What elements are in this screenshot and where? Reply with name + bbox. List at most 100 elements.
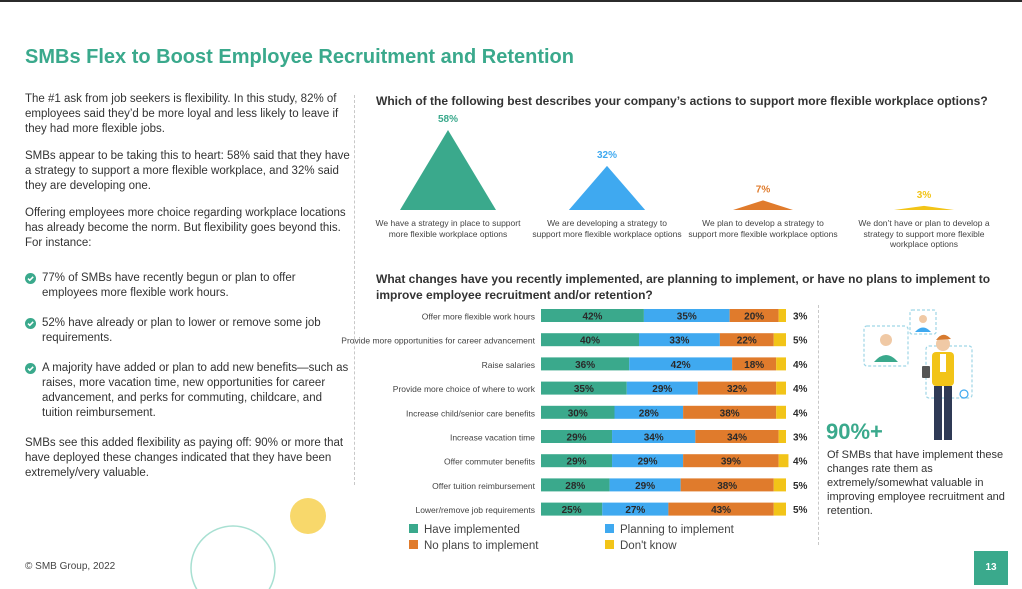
bar-value-label: 30% (568, 408, 588, 419)
bar-segment (602, 502, 669, 516)
bullet-item: 52% have already or plan to lower or rem… (25, 316, 350, 346)
bar-value-label: 39% (721, 457, 741, 468)
decorative-ring (190, 525, 276, 589)
bar-category-label: Offer tuition reimbursement (432, 481, 535, 491)
bar-value-label: 3% (793, 433, 808, 444)
legend-swatch (409, 540, 418, 549)
bar-segment (697, 381, 777, 395)
legend-item: Don't know (605, 540, 677, 552)
bar-chart-title: What changes have you recently implement… (376, 272, 991, 302)
legend-label: Have implemented (424, 524, 520, 536)
bar-value-label: 5% (793, 336, 808, 347)
bar-segment (541, 502, 603, 516)
bar-segment (776, 405, 786, 419)
bar-segment (776, 357, 786, 371)
bullet-item: A majority have added or plan to add new… (25, 361, 350, 421)
bar-segment (729, 309, 779, 322)
check-circle-icon (25, 363, 36, 374)
bullet-text: 77% of SMBs have recently begun or plan … (42, 272, 296, 299)
left-column: The #1 ask from job seekers is flexibili… (25, 92, 350, 493)
bar-segment (541, 309, 644, 322)
bar-segment (541, 405, 615, 419)
legend-item: Have implemented (409, 524, 520, 536)
bar-segment (732, 357, 777, 371)
triangle-category-label: We plan to develop a strategy to support… (688, 218, 838, 239)
column-divider (354, 95, 355, 485)
bar-segment (639, 333, 720, 347)
choice-paragraph: Offering employees more choice regarding… (25, 207, 346, 249)
bar-value-label: 4% (793, 457, 808, 468)
bar-segment (773, 502, 786, 516)
legend-swatch (605, 540, 614, 549)
triangle-mark (568, 165, 646, 210)
decorative-dot (290, 498, 326, 534)
bar-segment (612, 430, 696, 443)
bar-segment (773, 478, 786, 492)
bar-segment (776, 381, 786, 395)
stat-value: 90%+ (826, 419, 883, 444)
bar-value-label: 29% (652, 384, 672, 395)
bar-value-label: 32% (727, 384, 747, 395)
bar-segment (541, 357, 630, 371)
triangle-category-label: We don’t have or plan to develop a strat… (858, 218, 990, 249)
bar-segment (778, 454, 789, 468)
bar-value-label: 4% (793, 384, 808, 395)
bar-value-label: 25% (562, 505, 582, 516)
bullet-item: 77% of SMBs have recently begun or plan … (25, 271, 350, 301)
bar-segment (683, 454, 779, 468)
recruitment-illustration (863, 309, 973, 440)
bar-category-label: Lower/remove job requirements (415, 505, 535, 515)
bar-value-label: 5% (793, 481, 808, 492)
bar-category-label: Raise salaries (482, 360, 535, 370)
triangle-chart-title: Which of the following best describes yo… (376, 94, 988, 108)
bar-segment (778, 430, 786, 443)
bar-value-label: 35% (677, 312, 697, 323)
stat-divider (818, 305, 819, 545)
triangle-value-label: 7% (756, 184, 771, 195)
bar-segment (614, 405, 684, 419)
legend-item: Planning to implement (605, 524, 734, 536)
triangle-category-label: We have a strategy in place to support m… (375, 218, 521, 239)
bar-segment (609, 478, 681, 492)
bar-value-label: 35% (574, 384, 594, 395)
bar-value-label: 27% (625, 505, 645, 516)
bar-value-label: 33% (669, 336, 689, 347)
copyright: © SMB Group, 2022 (25, 561, 116, 572)
bar-segment (541, 454, 613, 468)
stat-description: Of SMBs that have implement these change… (827, 449, 1005, 517)
triangle-value-label: 32% (597, 150, 617, 161)
bar-value-label: 34% (727, 433, 747, 444)
bar-segment (719, 333, 774, 347)
bullet-text: A majority have added or plan to add new… (42, 362, 349, 419)
bar-segment (541, 478, 610, 492)
bar-segment (612, 454, 684, 468)
bar-value-label: 40% (580, 336, 600, 347)
bullet-list: 77% of SMBs have recently begun or plan … (25, 271, 350, 421)
bar-value-label: 42% (671, 360, 691, 371)
bar-value-label: 43% (711, 505, 731, 516)
bar-segment (541, 430, 613, 443)
bar-segment (695, 430, 779, 443)
bar-value-label: 29% (567, 433, 587, 444)
triangle-mark (733, 200, 793, 210)
legend-swatch (605, 524, 614, 533)
bar-segment (541, 381, 627, 395)
bar-category-label: Offer commuter benefits (444, 457, 535, 467)
intro-paragraph: The #1 ask from job seekers is flexibili… (25, 93, 339, 135)
strategy-paragraph: SMBs appear to be taking this to heart: … (25, 150, 350, 192)
bar-value-label: 29% (638, 457, 658, 468)
bar-segment (680, 478, 774, 492)
bar-segment (541, 333, 639, 347)
bullet-text: 52% have already or plan to lower or rem… (42, 317, 321, 344)
bar-segment (643, 309, 730, 322)
bar-category-label: Offer more flexible work hours (422, 312, 535, 322)
bar-category-label: Provide more opportunities for career ad… (341, 336, 535, 346)
page-number: 13 (974, 551, 1008, 585)
bar-value-label: 42% (582, 312, 602, 323)
legend-item: No plans to implement (409, 540, 538, 552)
bar-segment (683, 405, 777, 419)
legend-label: Don't know (620, 540, 677, 552)
bar-value-label: 18% (744, 360, 764, 371)
